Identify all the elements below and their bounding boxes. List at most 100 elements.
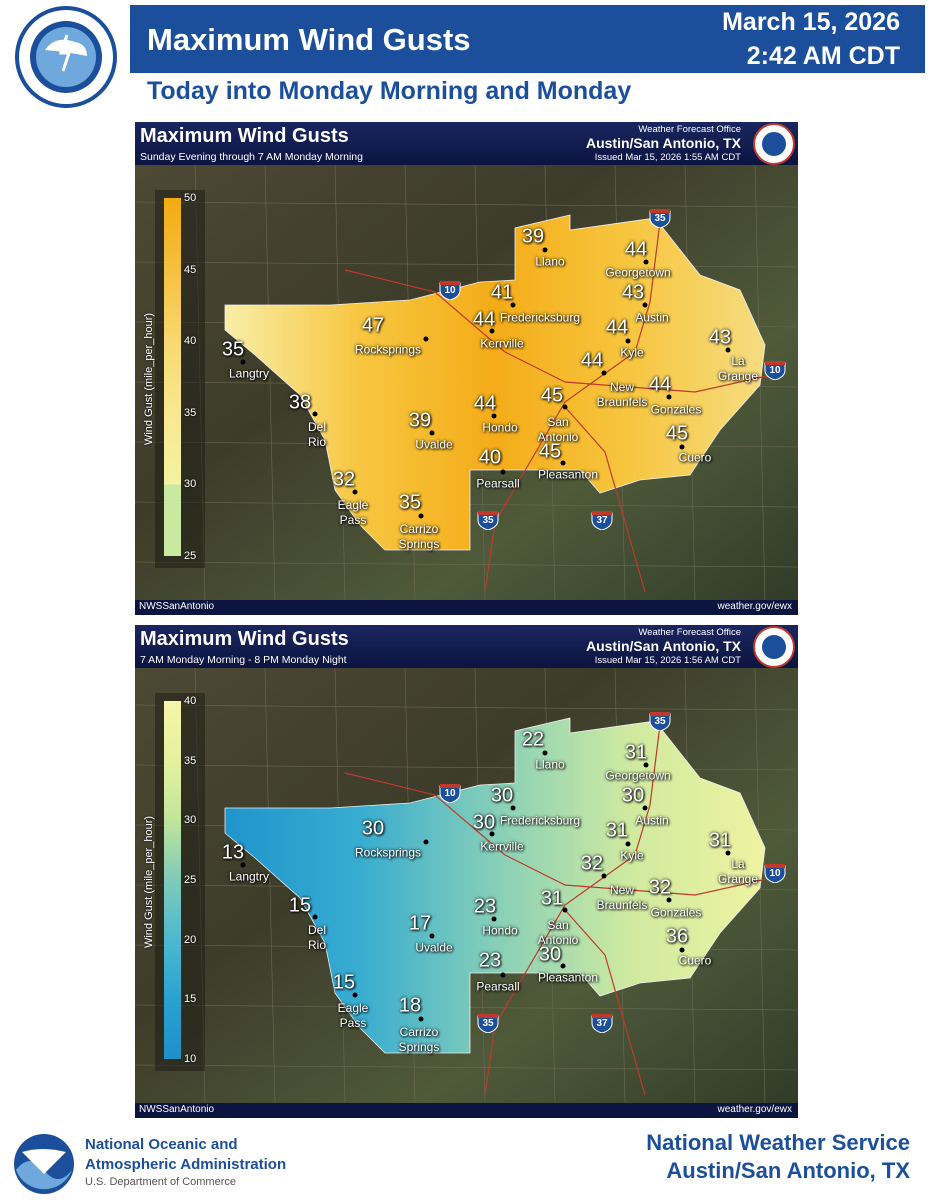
city-name: Gonzales — [650, 402, 702, 417]
interstate-shield: 10 — [439, 280, 461, 301]
issued-time: Issued Mar 15, 2026 1:56 AM CDT — [594, 655, 741, 666]
time: 2:42 AM CDT — [746, 42, 900, 70]
city-dot — [643, 259, 649, 265]
city-dot — [352, 489, 358, 495]
city-name: Georgetown — [605, 768, 671, 783]
interstate-number: 35 — [654, 213, 666, 224]
city-dot — [601, 370, 607, 376]
city-name: Eagle Pass — [337, 498, 369, 527]
city-name: Georgetown — [605, 265, 671, 280]
city-name: Fredericksburg — [499, 813, 581, 828]
city-dot — [489, 831, 495, 837]
city-name: Del Rio — [307, 420, 327, 449]
city-name: Austin — [635, 310, 669, 325]
gust-value: 15 — [332, 971, 356, 994]
gust-value: 15 — [288, 894, 312, 917]
panel-title: Maximum Wind Gusts — [140, 628, 349, 650]
shield-shape — [591, 512, 613, 531]
legend-tick-label: 30 — [184, 814, 197, 827]
gust-value: 23 — [478, 949, 502, 972]
legend-tick-label: 40 — [184, 335, 197, 348]
city-name: Rocksprings — [354, 342, 422, 357]
city-name: La Grange — [717, 857, 759, 886]
gust-value: 30 — [490, 784, 514, 807]
interstate-number: 10 — [769, 868, 781, 879]
city-name: Uvalde — [415, 437, 453, 452]
shield-top — [478, 1014, 498, 1018]
gust-value: 45 — [665, 422, 689, 445]
footer-right: weather.gov/ewx — [717, 1104, 793, 1115]
legend-tick-label: 10 — [184, 1053, 197, 1065]
interstate-shield: 35 — [649, 711, 671, 732]
footer-left: NWSSanAntonio — [139, 1104, 215, 1115]
gust-value: 32 — [332, 468, 356, 491]
city-name: San Antonio — [537, 918, 579, 947]
gust-value: 31 — [708, 829, 732, 852]
shield — [477, 511, 499, 531]
city-dot — [491, 413, 497, 419]
office-name: National Weather Service — [646, 1130, 910, 1155]
county-line — [264, 667, 276, 1104]
gust-value: 39 — [408, 409, 432, 432]
panel-period: Sunday Evening through 7 AM Monday Morni… — [140, 151, 363, 163]
interstate-shield: 35 — [649, 208, 671, 229]
shield-top — [440, 281, 460, 285]
gust-value: 30 — [472, 811, 496, 834]
interstate-shield: 10 — [439, 783, 461, 804]
shield-top — [765, 361, 785, 365]
shield-top — [765, 864, 785, 868]
shield-shape — [439, 785, 461, 804]
shield-shape — [591, 1015, 613, 1034]
shield-shape — [649, 713, 671, 732]
city-dot — [352, 992, 358, 998]
city-name: Langtry — [228, 869, 270, 884]
city-dot — [418, 1016, 424, 1022]
city-dot — [625, 841, 631, 847]
gust-value: 43 — [708, 326, 732, 349]
city-name: Cuero — [678, 450, 712, 465]
nws-logo — [753, 626, 795, 668]
shield-shape — [477, 1015, 499, 1034]
interstate-shield: 10 — [764, 360, 786, 381]
shield — [591, 511, 613, 531]
city-name: Pleasanton — [537, 970, 599, 985]
legend-tick-label: 35 — [184, 754, 197, 767]
city-dot — [542, 247, 548, 253]
city-dot — [429, 430, 435, 436]
city-name: Llano — [535, 757, 565, 772]
city-name: Pleasanton — [537, 467, 599, 482]
agency-line: Atmospheric Administration — [85, 1156, 287, 1173]
city-dot — [601, 873, 607, 879]
city-dot — [560, 963, 566, 969]
city-dot — [679, 947, 685, 953]
county-line — [135, 704, 798, 711]
panel-footer — [135, 1103, 798, 1118]
gust-value: 32 — [580, 852, 604, 875]
gust-value: 44 — [472, 308, 496, 331]
logo-center — [762, 132, 786, 156]
gust-value: 44 — [648, 373, 672, 396]
shield-shape — [764, 865, 786, 884]
city-dot — [312, 914, 318, 920]
footer-right: weather.gov/ewx — [717, 601, 793, 612]
city-name: La Grange — [717, 354, 759, 383]
page-subtitle: Today into Monday Morning and Monday — [147, 77, 632, 105]
city-name: Kyle — [620, 848, 644, 863]
department: U.S. Department of Commerce — [85, 1176, 236, 1188]
city-name: Kyle — [620, 345, 644, 360]
city-name: Carrizo Springs — [398, 522, 440, 551]
city-name: Carrizo Springs — [398, 1025, 440, 1054]
city-name: Llano — [535, 254, 565, 269]
interstate-number: 10 — [444, 285, 456, 296]
footer-left: NWSSanAntonio — [139, 601, 215, 612]
county-line — [135, 561, 798, 568]
gust-value: 31 — [540, 887, 564, 910]
title-bar — [130, 5, 925, 73]
shield — [439, 281, 461, 301]
gust-value: 35 — [221, 338, 245, 361]
legend-tick-label: 45 — [184, 263, 197, 276]
legend-title: Wind Gust (mile_per_hour) — [143, 815, 155, 949]
city-name: Rocksprings — [354, 845, 422, 860]
interstate-shield: 10 — [764, 863, 786, 884]
city-dot — [542, 750, 548, 756]
